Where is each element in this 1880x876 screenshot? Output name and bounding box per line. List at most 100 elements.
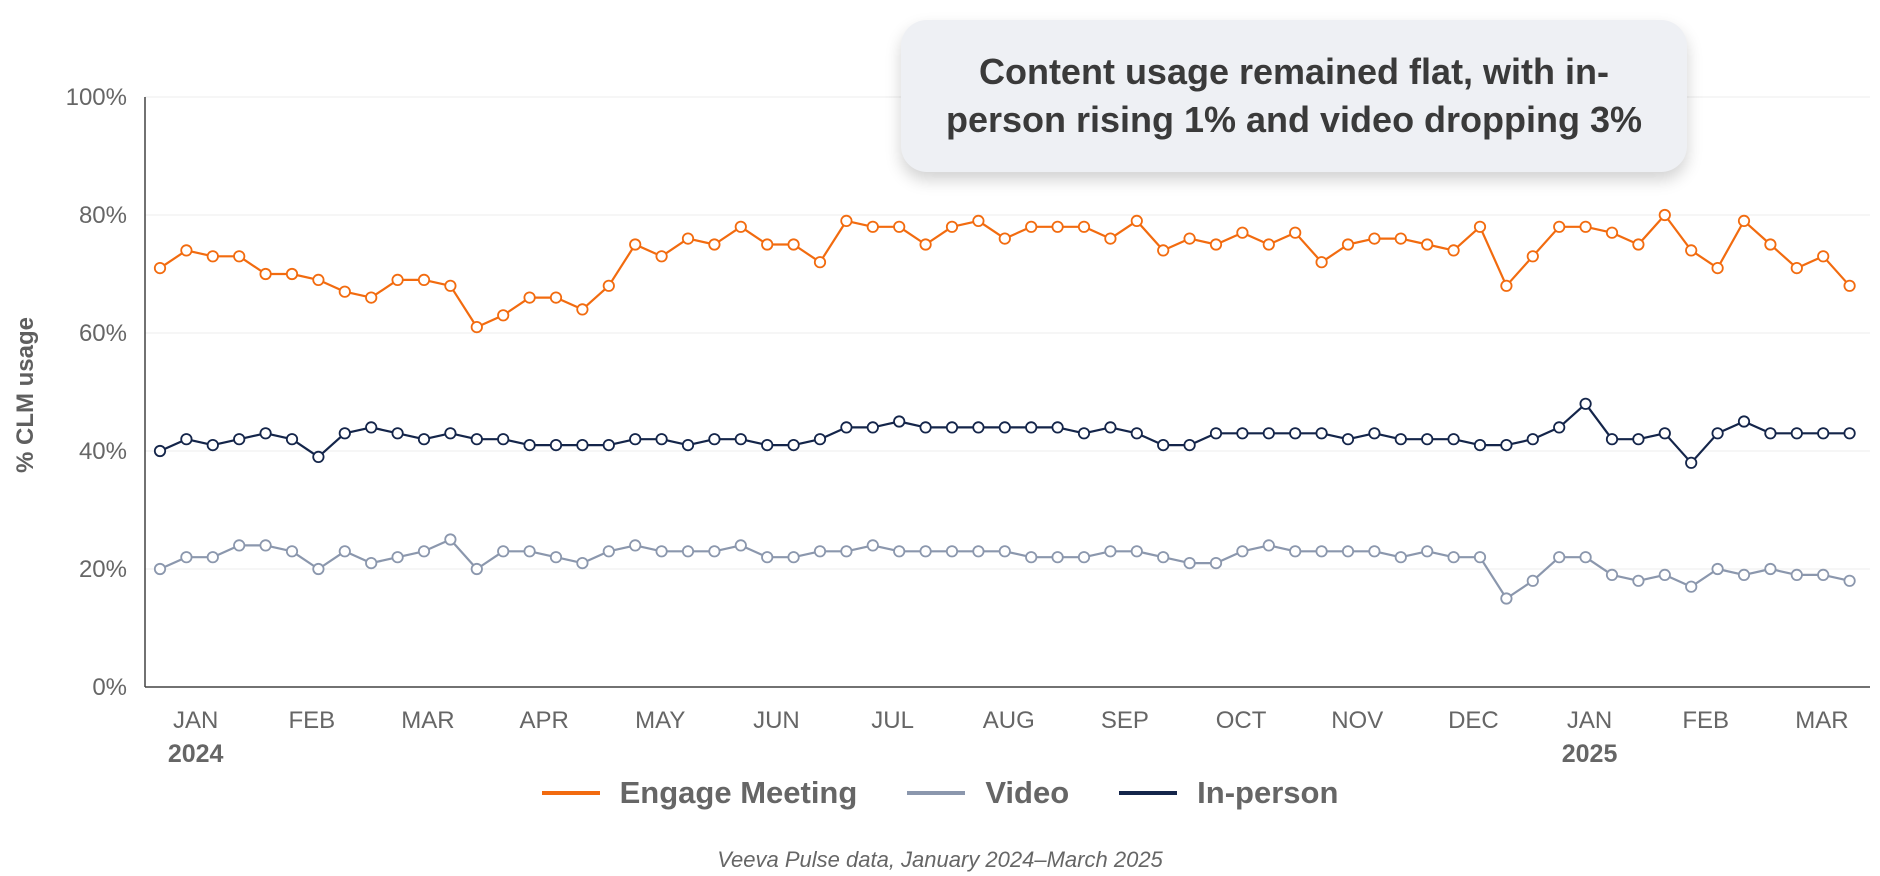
data-point-in-person xyxy=(866,421,879,434)
data-point-video xyxy=(1579,551,1592,564)
data-point-engage-meeting xyxy=(338,285,351,298)
data-point-in-person xyxy=(1473,438,1487,452)
year-label: 2025 xyxy=(1562,740,1618,768)
data-point-in-person xyxy=(1737,415,1751,428)
data-point-engage-meeting xyxy=(893,220,906,233)
data-point-video xyxy=(813,545,827,558)
data-point-video xyxy=(866,539,879,552)
data-point-video xyxy=(576,556,589,570)
data-point-engage-meeting xyxy=(708,238,721,251)
legend-label-in-person: In-person xyxy=(1197,775,1339,810)
data-point-engage-meeting xyxy=(312,273,325,286)
data-point-engage-meeting xyxy=(180,244,193,257)
data-point-video xyxy=(1553,551,1566,564)
data-point-in-person xyxy=(1447,433,1460,446)
y-tick-label: 100% xyxy=(66,84,127,111)
data-point-video xyxy=(1262,539,1275,552)
data-point-video xyxy=(153,562,167,576)
data-point-in-person xyxy=(1315,427,1328,440)
data-point-video xyxy=(1421,545,1434,558)
data-point-in-person xyxy=(233,433,246,446)
data-point-in-person xyxy=(1817,427,1830,440)
data-point-video xyxy=(1051,551,1064,564)
data-point-engage-meeting xyxy=(470,320,483,334)
data-point-engage-meeting xyxy=(576,303,589,316)
data-point-video xyxy=(893,545,906,558)
x-tick-label: MAR xyxy=(1795,707,1848,734)
data-point-engage-meeting xyxy=(391,273,404,286)
data-point-in-person xyxy=(1711,427,1724,440)
x-tick-label: APR xyxy=(519,707,568,734)
data-point-video xyxy=(1500,592,1513,605)
data-point-video xyxy=(1632,574,1645,587)
data-point-in-person xyxy=(761,438,774,452)
x-tick-label: MAR xyxy=(401,707,454,734)
data-point-engage-meeting xyxy=(681,232,695,245)
data-point-video xyxy=(312,562,325,576)
data-point-engage-meeting xyxy=(523,291,536,304)
data-point-in-person xyxy=(1632,433,1645,446)
data-point-video xyxy=(655,545,668,558)
legend-item-video: Video xyxy=(907,775,1069,811)
data-point-engage-meeting xyxy=(734,220,747,233)
data-point-in-person xyxy=(1553,421,1566,434)
x-tick-label: JUN xyxy=(753,707,800,734)
data-point-engage-meeting xyxy=(1790,261,1803,275)
data-point-in-person xyxy=(787,438,800,452)
data-point-in-person xyxy=(681,438,695,452)
chart-title: Content usage remained flat, with in-per… xyxy=(945,51,1643,140)
x-tick-label: AUG xyxy=(983,707,1035,734)
data-point-in-person xyxy=(734,433,747,446)
data-point-in-person xyxy=(1077,427,1091,440)
data-point-engage-meeting xyxy=(1077,220,1091,233)
data-point-in-person xyxy=(1421,433,1434,446)
data-point-in-person xyxy=(1183,438,1196,452)
data-point-engage-meeting xyxy=(1289,226,1302,239)
data-point-engage-meeting xyxy=(365,291,378,304)
x-tick-label: FEB xyxy=(1682,707,1729,734)
data-point-in-person xyxy=(1341,433,1355,446)
data-point-video xyxy=(681,545,695,558)
data-point-in-person xyxy=(153,444,167,458)
data-point-in-person xyxy=(972,421,985,434)
data-point-engage-meeting xyxy=(1130,214,1143,227)
data-point-engage-meeting xyxy=(1553,220,1566,233)
data-point-in-person xyxy=(840,421,853,434)
data-point-engage-meeting xyxy=(761,238,774,251)
data-point-engage-meeting xyxy=(1685,244,1698,257)
data-point-video xyxy=(708,545,721,558)
data-point-engage-meeting xyxy=(1579,220,1592,233)
data-point-engage-meeting xyxy=(602,279,615,292)
data-point-video xyxy=(1447,551,1460,564)
data-point-video xyxy=(1315,545,1328,558)
data-point-engage-meeting xyxy=(945,220,959,233)
data-point-video xyxy=(233,539,246,552)
data-point-in-person xyxy=(312,450,325,463)
data-point-in-person xyxy=(391,427,404,440)
x-axis-ticks: JAN FEB MAR APR MAY JUN JUL AUG SEP OCT NOV DEC JAN F… xyxy=(168,707,1849,768)
data-point-video xyxy=(734,539,747,552)
data-point-in-person xyxy=(1368,427,1381,440)
x-tick-label: NOV xyxy=(1331,707,1383,734)
y-tick-label: 80% xyxy=(79,202,127,229)
source-note: Veeva Pulse data, January 2024–March 202… xyxy=(717,847,1163,872)
data-point-engage-meeting xyxy=(1025,220,1038,233)
data-point-in-person xyxy=(417,433,431,446)
series-engage-meeting xyxy=(153,208,1856,334)
data-point-in-person xyxy=(629,433,642,446)
data-point-video xyxy=(285,545,299,558)
data-point-in-person xyxy=(1394,433,1407,446)
data-point-engage-meeting xyxy=(444,279,457,292)
data-point-engage-meeting xyxy=(153,261,167,275)
data-point-engage-meeting xyxy=(1737,214,1751,227)
data-point-engage-meeting xyxy=(1394,232,1407,245)
data-point-in-person xyxy=(444,427,457,440)
data-point-engage-meeting xyxy=(1341,238,1355,251)
data-point-in-person xyxy=(180,433,193,446)
data-point-engage-meeting xyxy=(1421,238,1434,251)
data-point-in-person xyxy=(813,433,827,446)
data-point-engage-meeting xyxy=(497,309,510,322)
data-point-in-person xyxy=(1157,438,1170,452)
data-point-in-person xyxy=(1209,427,1223,440)
data-point-video xyxy=(470,562,483,576)
